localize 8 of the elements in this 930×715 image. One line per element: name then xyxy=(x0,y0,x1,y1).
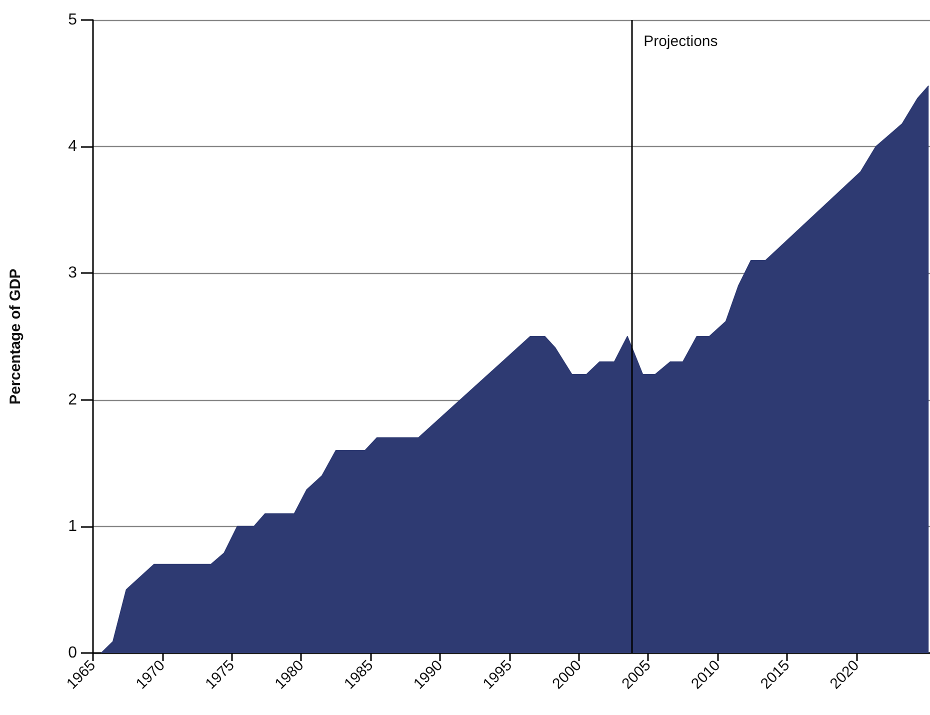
y-axis-title: Percentage of GDP xyxy=(7,268,24,404)
y-tick-label: 2 xyxy=(68,391,78,408)
y-tick-label: 5 xyxy=(68,12,78,28)
ref-line-label: Projections xyxy=(644,33,718,50)
y-tick-label: 0 xyxy=(68,644,78,662)
y-tick-label: 1 xyxy=(68,518,78,535)
y-tick-label: 4 xyxy=(68,138,78,156)
y-tick-label: 3 xyxy=(68,264,78,282)
